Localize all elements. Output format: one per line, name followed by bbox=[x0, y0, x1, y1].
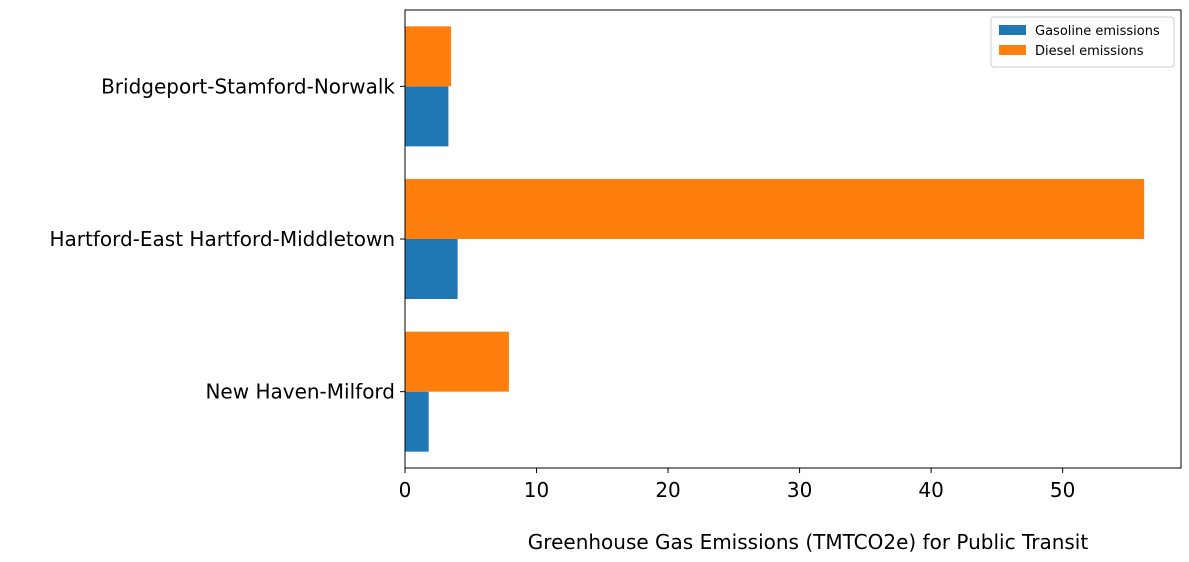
x-axis-ticks: 0 10 20 30 40 50 bbox=[399, 468, 1075, 502]
x-tick-label: 40 bbox=[918, 478, 943, 502]
bar-gasoline-0 bbox=[405, 86, 449, 147]
x-tick-label: 0 bbox=[399, 478, 412, 502]
x-tick-label: 10 bbox=[524, 478, 549, 502]
x-tick-label: 20 bbox=[655, 478, 680, 502]
y-tick-label: New Haven-Milford bbox=[205, 380, 395, 404]
y-tick-label: Bridgeport-Stamford-Norwalk bbox=[101, 74, 395, 98]
legend-swatch-gasoline bbox=[999, 25, 1026, 35]
x-axis-label: Greenhouse Gas Emissions (TMTCO2e) for P… bbox=[528, 530, 1089, 554]
bar-gasoline-1 bbox=[405, 239, 458, 299]
x-tick-label: 50 bbox=[1050, 478, 1075, 502]
y-axis-ticks: Bridgeport-Stamford-Norwalk Hartford-East… bbox=[49, 74, 405, 404]
plot-frame bbox=[404, 9, 1182, 469]
bar-diesel-0 bbox=[405, 26, 452, 87]
legend-swatch-diesel bbox=[999, 45, 1026, 55]
bars bbox=[405, 26, 1145, 452]
legend-label-gasoline: Gasoline emissions bbox=[1035, 24, 1160, 39]
bar-diesel-2 bbox=[405, 331, 509, 392]
legend-box bbox=[990, 16, 1175, 68]
bar-diesel-1 bbox=[405, 179, 1145, 239]
y-tick-label: Hartford-East Hartford-Middletown bbox=[49, 227, 395, 251]
legend-label-diesel: Diesel emissions bbox=[1035, 44, 1144, 59]
bar-gasoline-2 bbox=[405, 391, 429, 452]
x-tick-label: 30 bbox=[787, 478, 812, 502]
legend: Gasoline emissions Diesel emissions bbox=[990, 16, 1175, 68]
